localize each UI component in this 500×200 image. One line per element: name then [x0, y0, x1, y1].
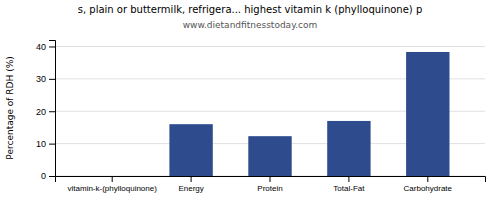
bar: [406, 52, 449, 176]
x-tick-label: vitamin-k-(phylloquinone): [68, 184, 158, 193]
grid: [55, 46, 485, 176]
plot: 0 10 20 30 40 vitamin-k-(phylloquinone) Energy…: [36, 41, 486, 193]
bar: [327, 121, 370, 176]
y-tick-mark: [49, 111, 55, 112]
y-tick-label: 30: [36, 74, 46, 84]
x-tick-label: Carbohydrate: [404, 184, 453, 193]
y-axis-line: [49, 41, 56, 177]
y-tick: 0: [41, 171, 55, 181]
bar: [248, 136, 291, 176]
grid-line: [55, 46, 485, 47]
x-tick: Energy: [178, 176, 203, 193]
bar: [91, 176, 134, 177]
y-tick-mark: [49, 79, 55, 80]
x-tick-mark: [270, 176, 271, 182]
x-axis: vitamin-k-(phylloquinone) Energy Protein To…: [56, 176, 486, 193]
x-tick: Carbohydrate: [404, 176, 453, 193]
y-tick: 20: [36, 107, 55, 117]
y-tick: 40: [36, 42, 55, 52]
y-tick-label: 0: [41, 171, 46, 181]
x-tick: Protein: [257, 176, 282, 193]
x-tick-mark: [427, 176, 428, 182]
x-tick: vitamin-k-(phylloquinone): [68, 176, 158, 193]
subtitle: www.dietandfitnesstoday.com: [183, 20, 318, 30]
y-tick: 10: [36, 139, 55, 149]
y-axis-title: Percentage of RDH (%): [5, 56, 15, 159]
y-tick-label: 10: [36, 139, 46, 149]
title: s, plain or buttermilk, refrigera... hig…: [78, 4, 423, 15]
x-axis-line: [56, 177, 486, 183]
x-tick-mark: [348, 176, 349, 182]
bar: [169, 124, 212, 176]
y-axis: 0 10 20 30 40: [36, 41, 56, 182]
chart: s, plain or buttermilk, refrigera... hig…: [0, 0, 500, 200]
y-tick-mark: [49, 46, 55, 47]
x-tick: Total-Fat: [333, 176, 365, 193]
y-tick: 30: [36, 74, 55, 84]
x-tick-label: Total-Fat: [333, 184, 365, 193]
x-tick-mark: [191, 176, 192, 182]
y-tick-label: 20: [36, 107, 46, 117]
x-tick-mark: [112, 176, 113, 182]
x-tick-label: Energy: [178, 184, 203, 193]
y-tick-mark: [49, 176, 55, 177]
y-tick-mark: [49, 144, 55, 145]
bars: [169, 52, 449, 176]
x-tick-label: Protein: [257, 184, 282, 193]
y-tick-label: 40: [36, 42, 46, 52]
